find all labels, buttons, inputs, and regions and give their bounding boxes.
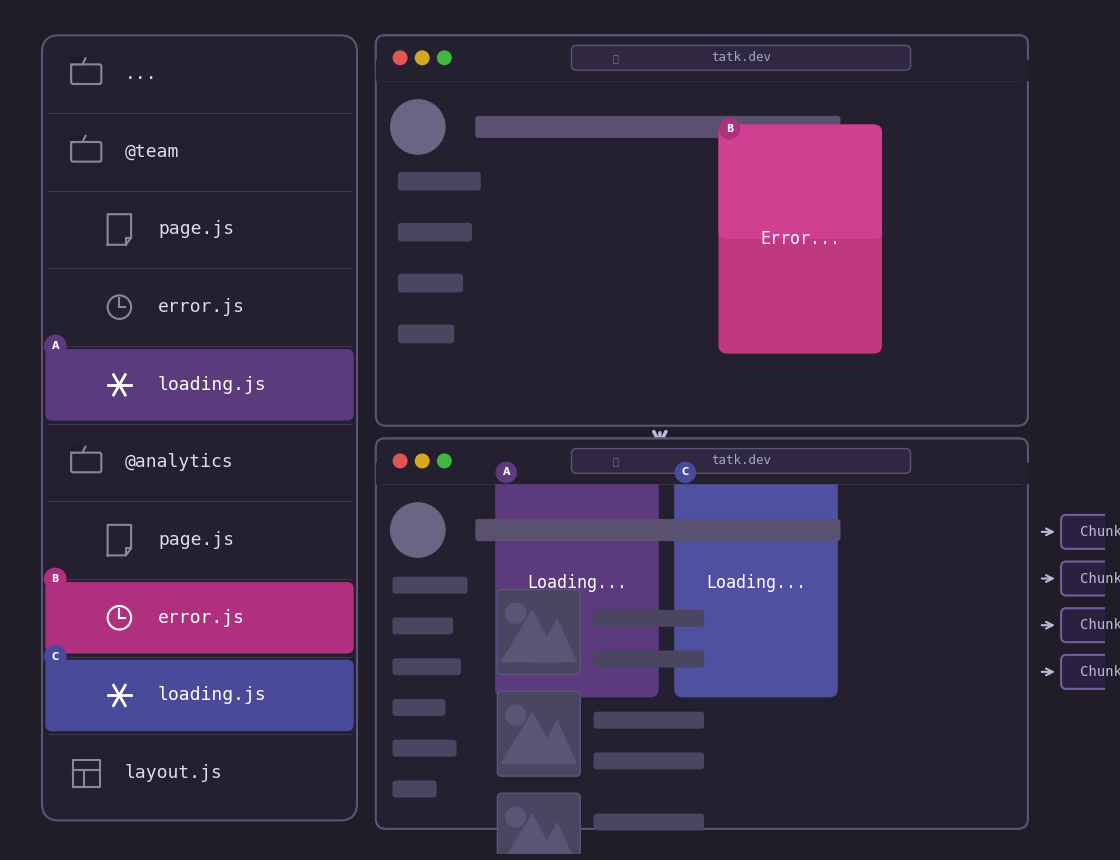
FancyBboxPatch shape bbox=[45, 660, 354, 731]
Text: error.js: error.js bbox=[158, 298, 245, 316]
FancyBboxPatch shape bbox=[495, 468, 659, 697]
FancyBboxPatch shape bbox=[497, 691, 580, 777]
Circle shape bbox=[416, 454, 429, 468]
Polygon shape bbox=[534, 823, 576, 860]
Text: C: C bbox=[682, 468, 689, 477]
FancyBboxPatch shape bbox=[497, 589, 580, 674]
FancyBboxPatch shape bbox=[376, 439, 1028, 829]
Circle shape bbox=[391, 100, 445, 154]
FancyBboxPatch shape bbox=[45, 582, 354, 654]
FancyBboxPatch shape bbox=[594, 610, 704, 627]
Text: Chunk: Chunk bbox=[1080, 618, 1120, 632]
Polygon shape bbox=[534, 619, 576, 661]
FancyBboxPatch shape bbox=[376, 439, 1028, 483]
Text: loading.js: loading.js bbox=[158, 686, 267, 704]
Polygon shape bbox=[71, 136, 85, 142]
Text: ⚿: ⚿ bbox=[613, 456, 618, 466]
Circle shape bbox=[45, 568, 66, 590]
FancyBboxPatch shape bbox=[674, 468, 838, 697]
FancyBboxPatch shape bbox=[392, 699, 446, 716]
FancyBboxPatch shape bbox=[392, 577, 467, 593]
Text: Chunk: Chunk bbox=[1080, 572, 1120, 586]
FancyBboxPatch shape bbox=[571, 449, 911, 473]
FancyBboxPatch shape bbox=[1061, 515, 1120, 549]
FancyBboxPatch shape bbox=[594, 712, 704, 728]
FancyBboxPatch shape bbox=[45, 349, 354, 421]
Circle shape bbox=[45, 646, 66, 667]
Text: C: C bbox=[52, 652, 59, 661]
Text: page.js: page.js bbox=[158, 220, 234, 238]
FancyBboxPatch shape bbox=[594, 752, 704, 770]
Text: tatk.dev: tatk.dev bbox=[711, 454, 771, 468]
FancyBboxPatch shape bbox=[392, 740, 457, 757]
Text: ⚿: ⚿ bbox=[613, 52, 618, 63]
FancyBboxPatch shape bbox=[497, 793, 580, 860]
Polygon shape bbox=[534, 721, 576, 764]
FancyBboxPatch shape bbox=[392, 780, 437, 797]
FancyBboxPatch shape bbox=[392, 617, 454, 635]
FancyBboxPatch shape bbox=[398, 273, 464, 292]
Polygon shape bbox=[502, 814, 560, 860]
FancyBboxPatch shape bbox=[571, 46, 911, 71]
FancyBboxPatch shape bbox=[594, 814, 704, 831]
FancyBboxPatch shape bbox=[1061, 562, 1120, 595]
FancyBboxPatch shape bbox=[398, 223, 472, 242]
FancyBboxPatch shape bbox=[594, 650, 704, 667]
Text: Loading...: Loading... bbox=[528, 574, 627, 592]
Circle shape bbox=[506, 807, 525, 826]
FancyBboxPatch shape bbox=[475, 116, 840, 138]
Circle shape bbox=[416, 51, 429, 64]
Polygon shape bbox=[502, 611, 560, 661]
Text: error.js: error.js bbox=[158, 609, 245, 627]
FancyBboxPatch shape bbox=[718, 125, 883, 353]
Circle shape bbox=[438, 51, 451, 64]
Circle shape bbox=[675, 463, 696, 482]
Circle shape bbox=[438, 454, 451, 468]
FancyBboxPatch shape bbox=[594, 854, 704, 860]
Circle shape bbox=[393, 454, 407, 468]
Text: B: B bbox=[726, 124, 734, 133]
Text: @team: @team bbox=[125, 143, 179, 161]
Polygon shape bbox=[376, 464, 1028, 483]
FancyBboxPatch shape bbox=[392, 658, 461, 675]
Circle shape bbox=[496, 463, 516, 482]
Text: Chunk: Chunk bbox=[1080, 525, 1120, 539]
Text: tatk.dev: tatk.dev bbox=[711, 52, 771, 64]
Circle shape bbox=[391, 503, 445, 557]
Text: Error...: Error... bbox=[760, 230, 840, 248]
FancyBboxPatch shape bbox=[1061, 608, 1120, 642]
Text: B: B bbox=[52, 574, 59, 584]
Polygon shape bbox=[376, 60, 1028, 80]
Circle shape bbox=[393, 51, 407, 64]
FancyBboxPatch shape bbox=[475, 519, 840, 541]
Circle shape bbox=[719, 119, 739, 138]
FancyBboxPatch shape bbox=[398, 325, 455, 343]
Text: @analytics: @analytics bbox=[125, 453, 234, 471]
Text: Loading...: Loading... bbox=[706, 574, 806, 592]
Text: loading.js: loading.js bbox=[158, 376, 267, 394]
Text: page.js: page.js bbox=[158, 531, 234, 550]
Circle shape bbox=[506, 705, 525, 725]
FancyBboxPatch shape bbox=[376, 35, 1028, 426]
Circle shape bbox=[506, 604, 525, 623]
FancyBboxPatch shape bbox=[718, 125, 883, 239]
Polygon shape bbox=[71, 58, 85, 64]
Polygon shape bbox=[502, 713, 560, 764]
FancyBboxPatch shape bbox=[376, 35, 1028, 80]
Polygon shape bbox=[71, 446, 85, 452]
FancyBboxPatch shape bbox=[398, 172, 480, 191]
Circle shape bbox=[45, 335, 66, 357]
FancyBboxPatch shape bbox=[43, 35, 357, 820]
Text: A: A bbox=[52, 341, 59, 351]
Text: ...: ... bbox=[125, 65, 158, 83]
FancyBboxPatch shape bbox=[1061, 655, 1120, 689]
Text: Chunk: Chunk bbox=[1080, 665, 1120, 679]
Text: A: A bbox=[503, 468, 510, 477]
Text: layout.js: layout.js bbox=[125, 764, 223, 782]
